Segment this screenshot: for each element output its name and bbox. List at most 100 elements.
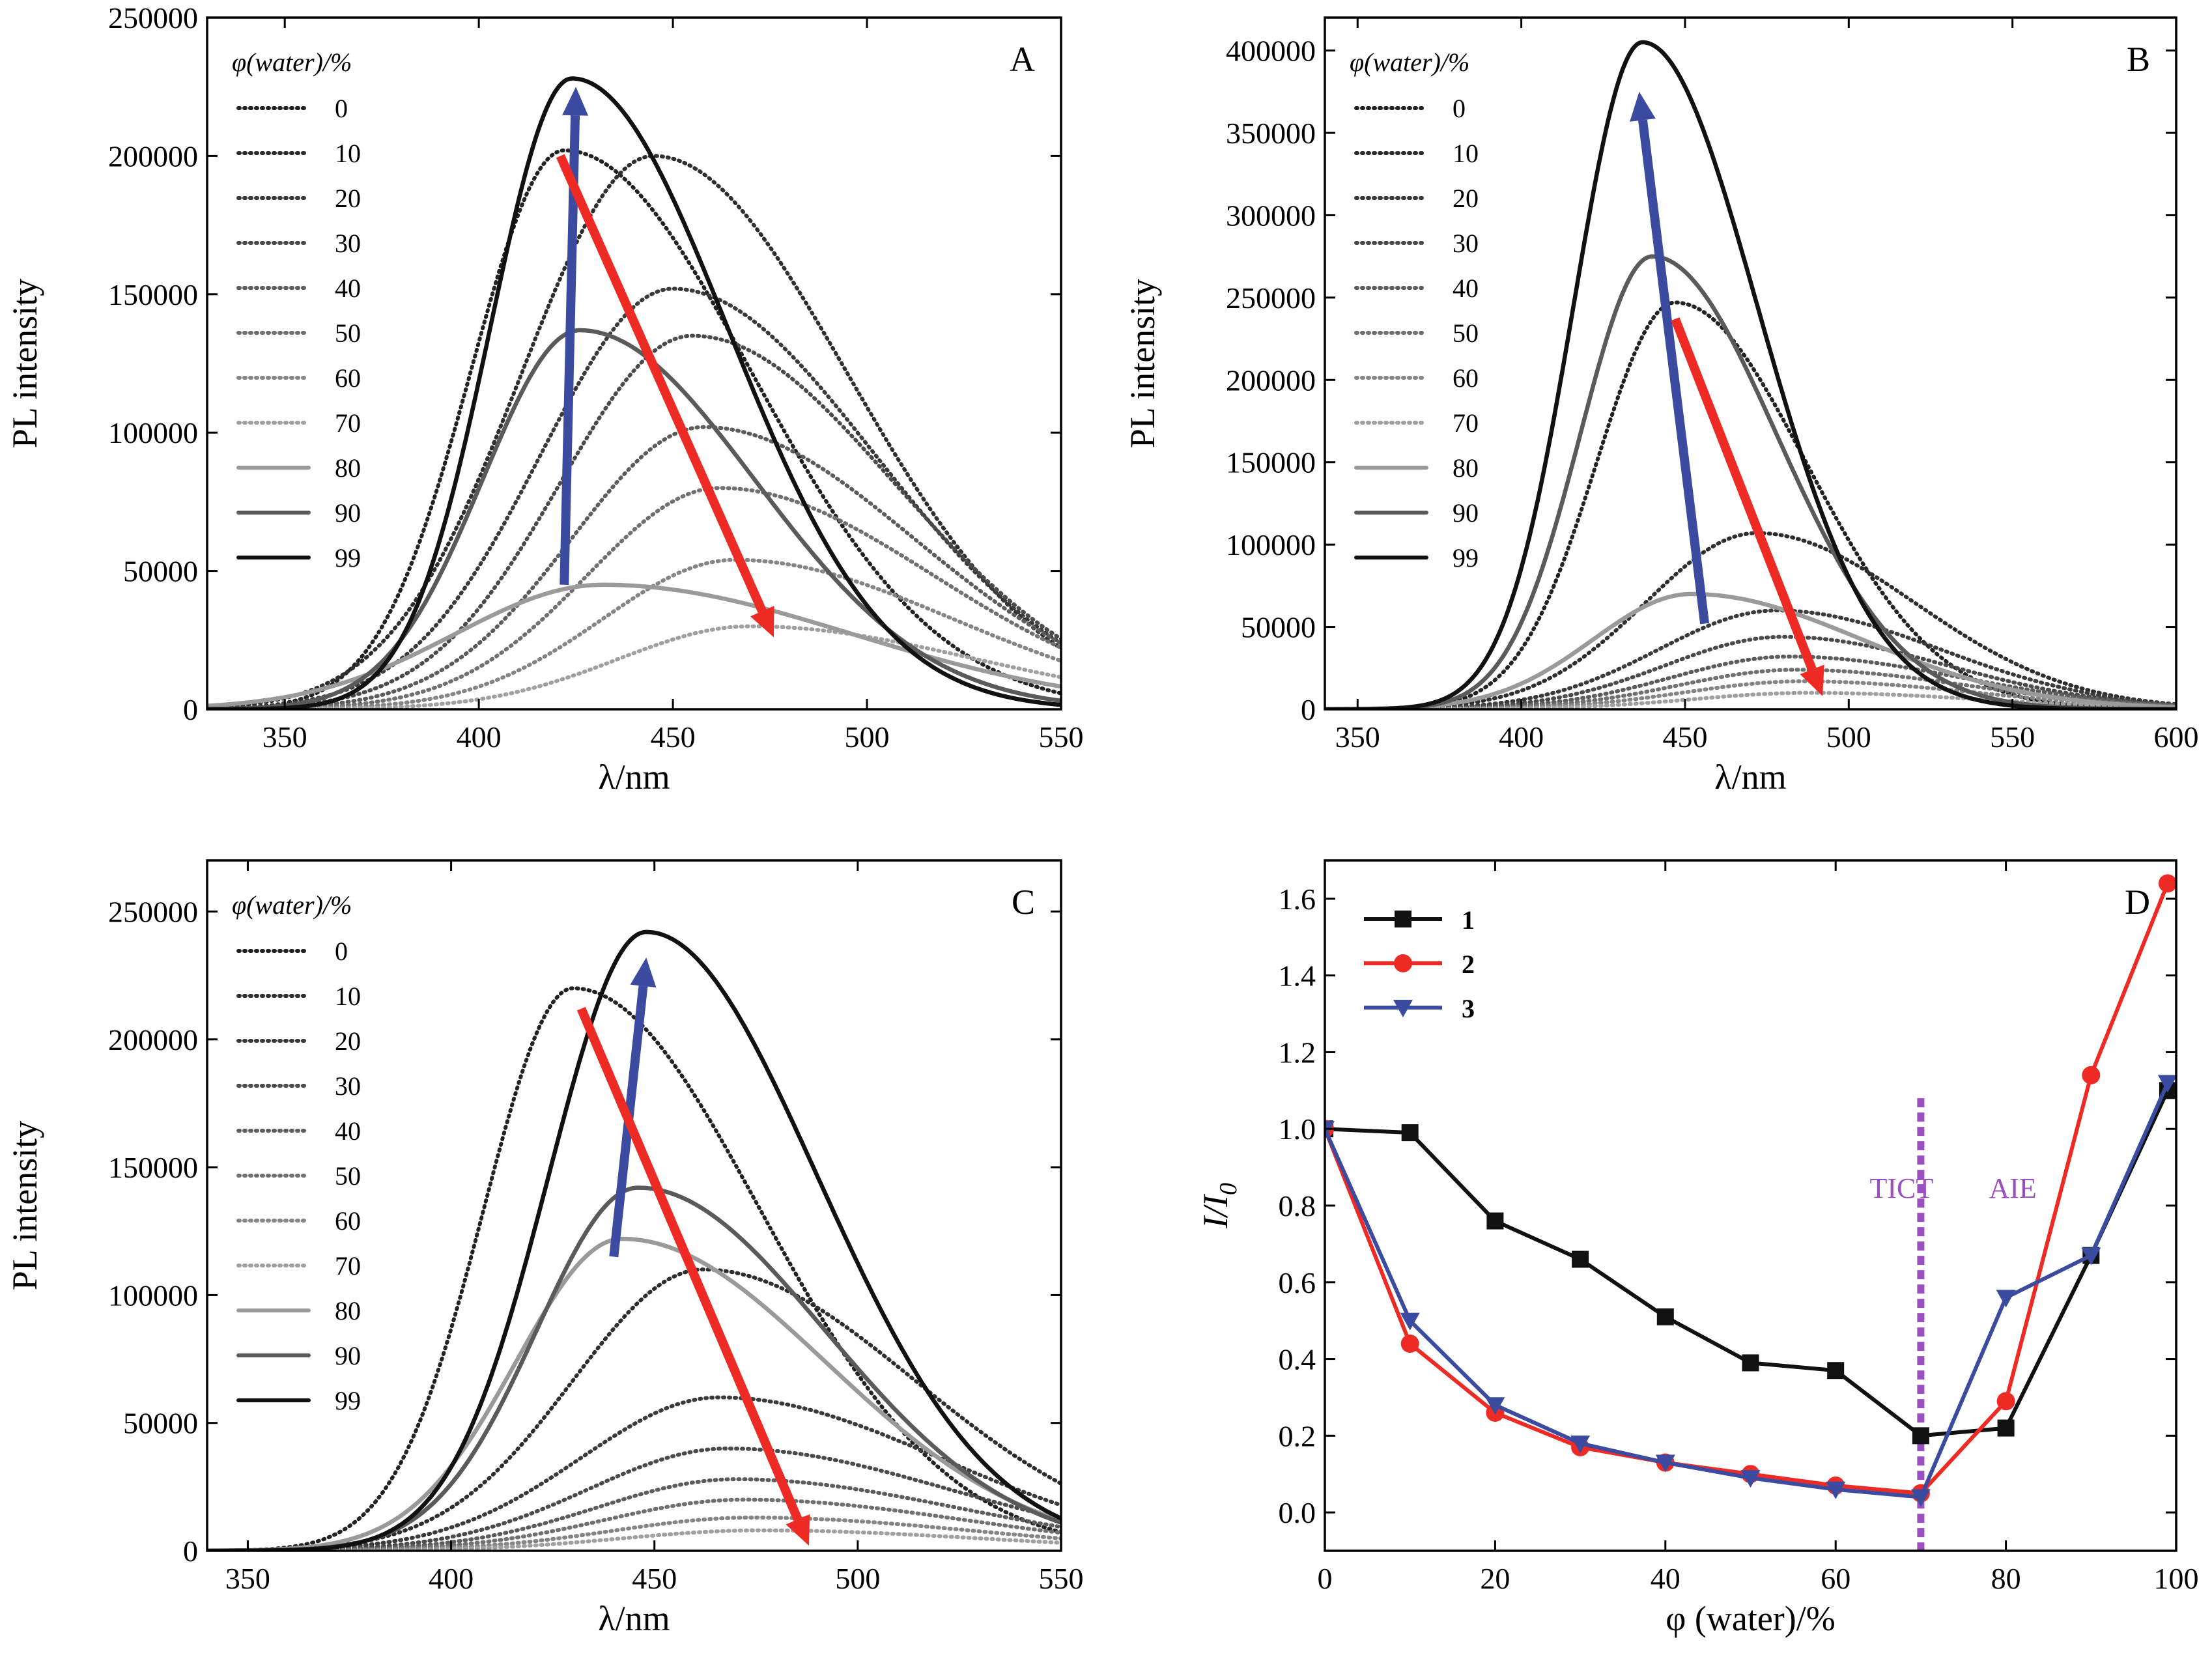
legend-label-0: 0 — [335, 94, 348, 123]
legend-label-80: 80 — [1453, 453, 1479, 483]
y-axis-label: I/I0 — [1196, 1183, 1242, 1229]
y-tick-label: 250000 — [108, 1, 198, 35]
annotation-tict: TICT — [1869, 1172, 1933, 1204]
legend-label-20: 20 — [1453, 184, 1479, 213]
point-s2-9 — [2082, 1066, 2101, 1084]
x-tick-label: 350 — [262, 720, 307, 754]
legend-title: φ(water)/% — [232, 48, 352, 77]
legend-label-80: 80 — [335, 453, 361, 483]
plot-area — [1325, 40, 2176, 709]
panel-b: 350 400 450 500 550 6000500001000001500002000… — [1123, 16, 2199, 797]
red-arrow-shaft — [1671, 317, 1817, 672]
red-arrow-head — [786, 1514, 810, 1546]
x-axis-label: φ (water)/% — [1666, 1599, 1836, 1638]
legend-label-1: 1 — [1462, 905, 1475, 935]
y-tick-label: 100000 — [108, 416, 198, 449]
y-axis-label: PL intensity — [1123, 279, 1162, 449]
point-s1-7 — [1912, 1427, 1929, 1445]
y-tick-label: 400000 — [1226, 35, 1316, 68]
blue-arrow-head — [1630, 91, 1656, 122]
point-s1-6 — [1827, 1362, 1845, 1379]
legend-label-99: 99 — [335, 543, 361, 573]
y-tick-label: 0.4 — [1279, 1343, 1316, 1376]
legend-label-90: 90 — [1453, 498, 1479, 528]
legend-label-50: 50 — [335, 318, 361, 348]
series-line-90 — [1325, 254, 2176, 709]
point-s1-8 — [1997, 1419, 2015, 1437]
legend-label-70: 70 — [1453, 408, 1479, 438]
plot-area — [1325, 874, 2176, 1551]
series-line-90 — [207, 328, 1061, 709]
legend-label-40: 40 — [1453, 274, 1479, 303]
y-tick-label: 200000 — [1226, 363, 1316, 397]
legend-title: φ(water)/% — [232, 890, 352, 920]
series-line-99 — [207, 76, 1061, 709]
point-s1-3 — [1572, 1251, 1589, 1268]
legend-label-40: 40 — [335, 1116, 361, 1146]
legend-label-90: 90 — [335, 498, 361, 528]
x-tick-label: 600 — [2154, 720, 2199, 754]
panel-label: A — [1010, 40, 1035, 79]
y-tick-label: 0.6 — [1279, 1266, 1316, 1299]
y-tick-label: 1.6 — [1279, 883, 1316, 916]
series-line-80 — [207, 1236, 1061, 1551]
panel-d: TICT AIE 0 20 40 60 80 100 0.0 0.2 0.4 0.6 0.8 1.0 1.2… — [1196, 859, 2199, 1638]
series-line-10 — [207, 154, 1061, 709]
red-arrow-head — [1800, 664, 1824, 696]
legend-label-50: 50 — [1453, 318, 1479, 348]
y-tick-label: 300000 — [1226, 199, 1316, 232]
series-line-0 — [1325, 300, 2176, 709]
legend-label-2: 2 — [1462, 950, 1475, 979]
blue-arrow-shaft — [1638, 119, 1710, 625]
x-tick-label: 60 — [1821, 1562, 1850, 1595]
point-s3-2 — [1485, 1397, 1505, 1415]
series-line-80 — [1325, 591, 2176, 709]
y-tick-label: 1.2 — [1279, 1036, 1316, 1069]
y-tick-label: 1.4 — [1279, 959, 1316, 993]
x-axis-label: λ/nm — [1714, 757, 1786, 797]
legend-label-90: 90 — [335, 1341, 361, 1370]
point-s3-1 — [1400, 1312, 1420, 1331]
series-line-0 — [207, 986, 1061, 1551]
panel-label: C — [1012, 883, 1035, 922]
y-tick-label: 50000 — [123, 555, 198, 588]
point-s2-10 — [2158, 874, 2176, 893]
x-tick-label: 20 — [1480, 1562, 1510, 1595]
y-tick-label: 150000 — [108, 1151, 198, 1184]
red-arrow-head — [750, 606, 774, 638]
plot-area — [207, 929, 1061, 1551]
y-tick-label: 200000 — [108, 139, 198, 173]
point-s3-9 — [2081, 1247, 2101, 1266]
panel-label: D — [2125, 883, 2150, 922]
plot-frame — [1324, 859, 2177, 1552]
x-tick-label: 350 — [225, 1562, 270, 1595]
legend-label-30: 30 — [335, 229, 361, 258]
x-tick-label: 80 — [1991, 1562, 2021, 1595]
x-axis-label: λ/nm — [598, 757, 670, 797]
legend-marker — [1393, 1000, 1413, 1017]
x-tick-label: 450 — [651, 720, 696, 754]
x-tick-label: 450 — [632, 1562, 677, 1595]
x-tick-label: 550 — [1990, 720, 2035, 754]
plot-frame — [206, 16, 1062, 711]
blue-arrow-head — [630, 957, 657, 988]
legend-label-0: 0 — [1453, 94, 1466, 123]
series-line-99 — [1325, 40, 2176, 709]
x-tick-label: 400 — [1499, 720, 1544, 754]
point-s1-2 — [1486, 1212, 1504, 1230]
x-tick-label: 550 — [1039, 720, 1084, 754]
x-axis-label: λ/nm — [598, 1599, 670, 1638]
series-line-50 — [207, 486, 1061, 709]
point-s3-6 — [1826, 1481, 1846, 1499]
series-line-30 — [207, 333, 1061, 709]
x-tick-label: 450 — [1662, 720, 1707, 754]
x-tick-label: 400 — [429, 1562, 474, 1595]
series-line-99 — [207, 929, 1061, 1551]
legend-label-10: 10 — [335, 982, 361, 1011]
point-s3-10 — [2157, 1075, 2176, 1093]
y-tick-label: 0.8 — [1279, 1189, 1316, 1223]
y-tick-label: 150000 — [1226, 446, 1316, 479]
y-tick-label: 0 — [183, 1535, 198, 1568]
annotation-aie: AIE — [1989, 1172, 2036, 1204]
